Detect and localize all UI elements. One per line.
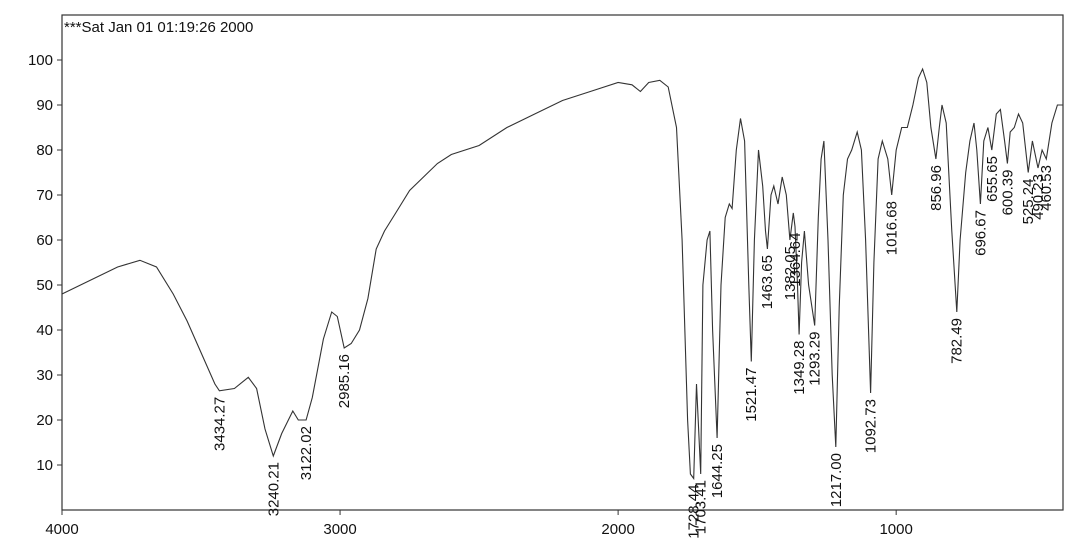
peak-label: 655.65 (984, 156, 1001, 202)
peak-label: 1293.29 (807, 332, 824, 386)
plot-frame (61, 14, 1064, 511)
peak-label: 1016.68 (884, 201, 901, 255)
peak-label: 1092.73 (862, 399, 879, 453)
spectrum-line (61, 67, 1063, 481)
peak-label: 1703.41 (693, 480, 710, 534)
y-tick-label: 90 (36, 97, 53, 114)
x-tick-label: 3000 (323, 521, 356, 538)
peak-label: 1364.64 (787, 233, 804, 287)
peak-label: 490.23 (1030, 174, 1047, 220)
y-tick-label: 80 (36, 142, 53, 159)
y-tick-label: 100 (28, 52, 53, 69)
chart-title: ***Sat Jan 01 01:19:26 2000 (64, 19, 253, 36)
peak-label: 1382.05 (782, 246, 799, 300)
x-tick-label: 1000 (879, 521, 912, 538)
y-tick-label: 60 (36, 232, 53, 249)
y-tick-label: 20 (36, 412, 53, 429)
peak-label: 1463.65 (759, 255, 776, 309)
y-tick-label: 40 (36, 322, 53, 339)
peak-label: 1217.00 (828, 453, 845, 507)
peak-label: 3240.21 (265, 462, 282, 516)
peak-label: 1644.25 (709, 444, 726, 498)
peak-label: 2985.16 (336, 354, 353, 408)
x-tick-label: 4000 (45, 521, 78, 538)
peak-label: 460.53 (1038, 165, 1055, 211)
peak-label: 696.67 (973, 210, 990, 256)
peak-label: 3434.27 (211, 397, 228, 451)
peak-label: 600.39 (999, 170, 1016, 216)
peak-label: 3122.02 (298, 426, 315, 480)
y-tick-label: 10 (36, 457, 53, 474)
peak-label: 856.96 (928, 165, 945, 211)
y-tick-label: 50 (36, 277, 53, 294)
peak-label: 1728.44 (686, 485, 703, 539)
y-tick-label: 70 (36, 187, 53, 204)
peak-label: 525.24 (1020, 179, 1037, 225)
y-tick-label: 30 (36, 367, 53, 384)
peak-label: 1349.28 (791, 341, 808, 395)
x-tick-label: 2000 (601, 521, 634, 538)
peak-label: 782.49 (949, 318, 966, 364)
peak-label: 1521.47 (743, 368, 760, 422)
